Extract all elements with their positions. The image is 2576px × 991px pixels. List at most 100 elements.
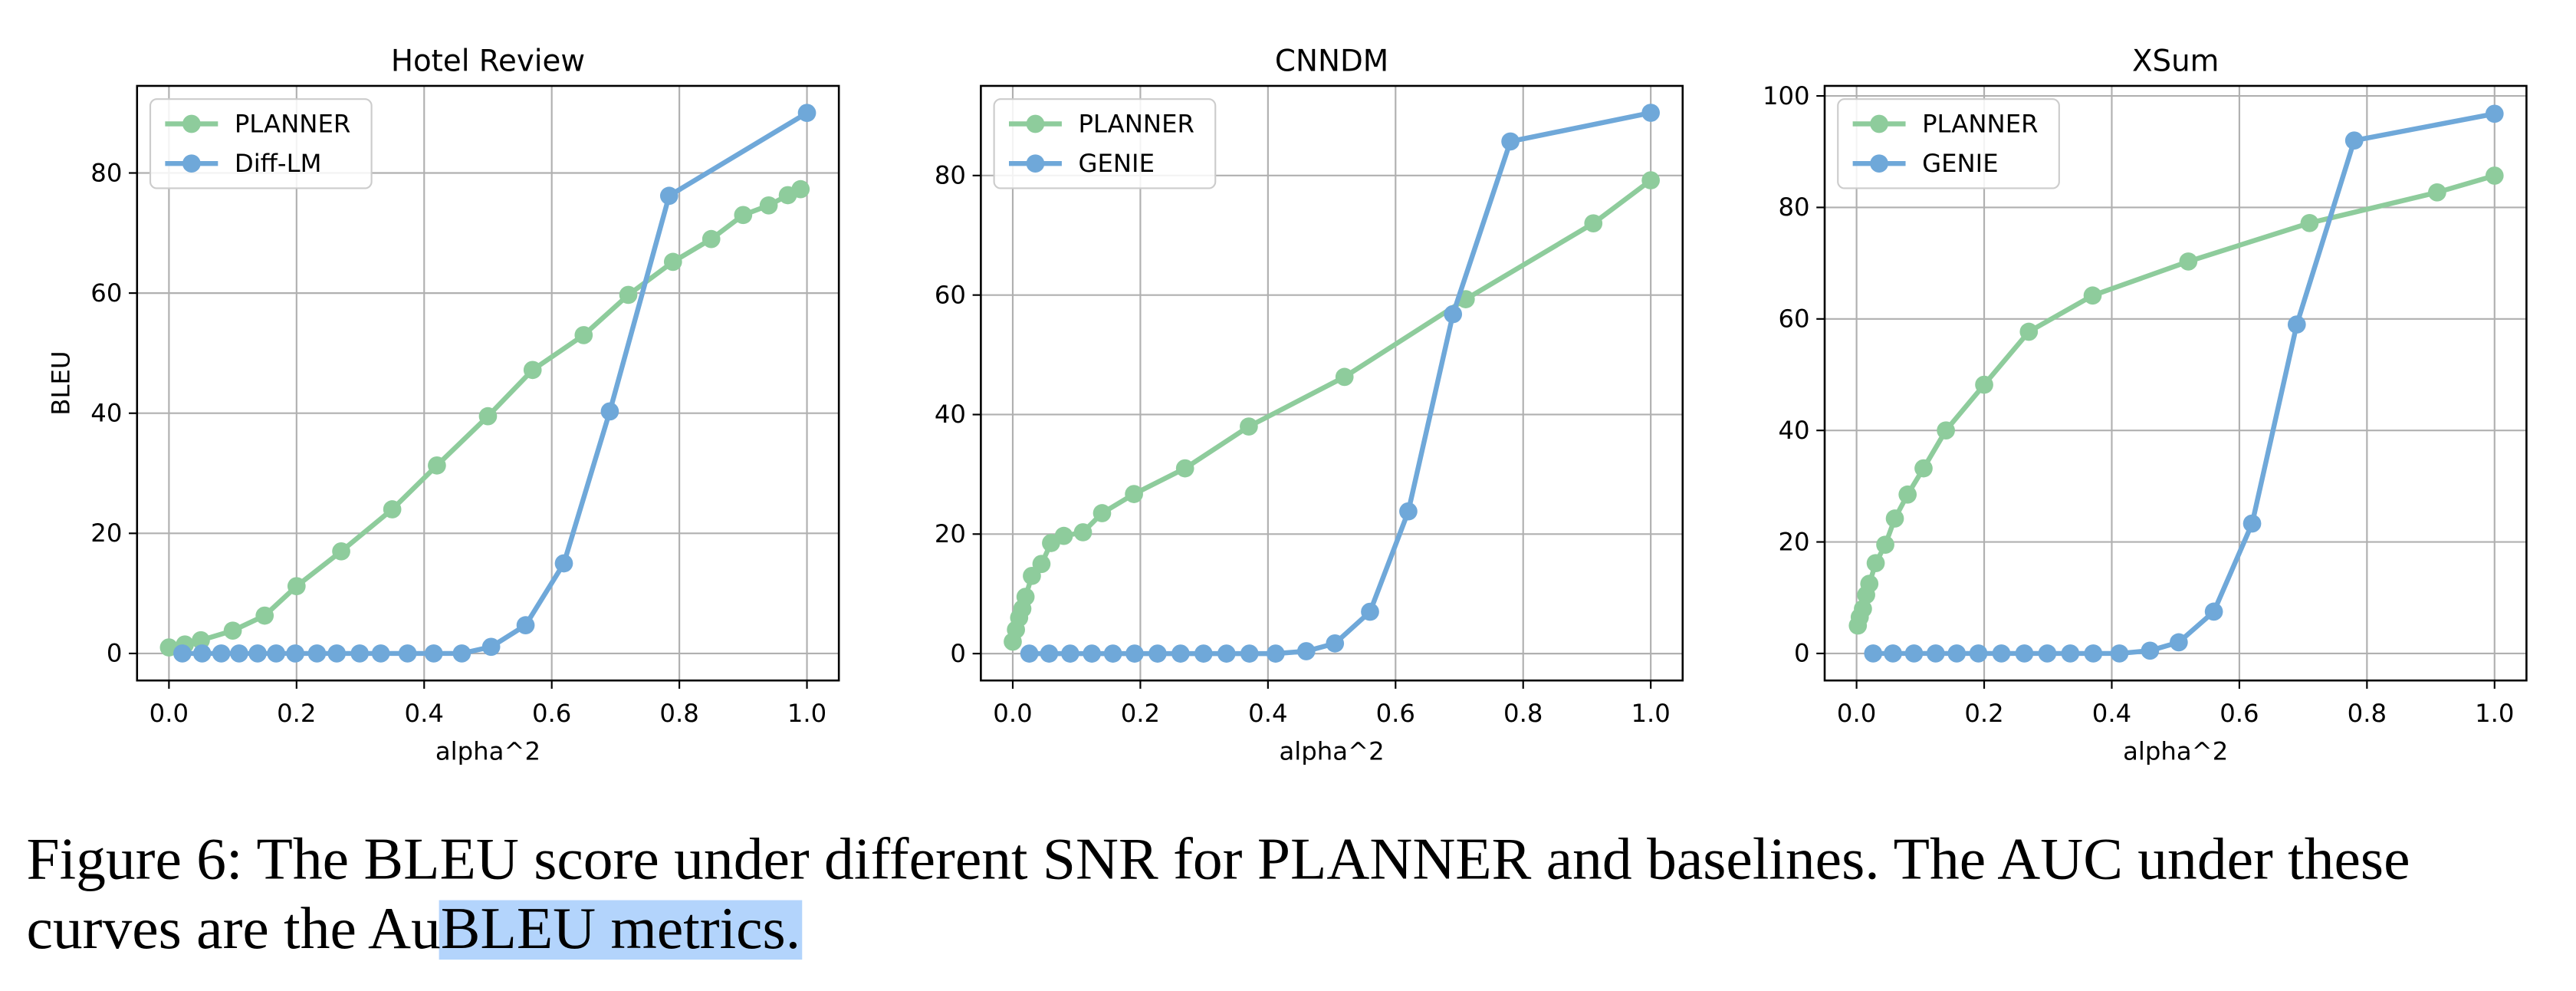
point: [1148, 644, 1167, 663]
legend-label: PLANNER: [235, 109, 351, 138]
point: [1194, 644, 1213, 663]
x-tick-label: 0.0: [1837, 699, 1876, 728]
point: [2344, 131, 2364, 150]
point: [424, 644, 443, 663]
point: [1171, 644, 1190, 663]
x-axis-label: alpha^2: [435, 737, 540, 766]
point: [248, 644, 267, 663]
point: [1240, 644, 1259, 663]
point: [1061, 644, 1079, 663]
caption-highlighted: BLEU metrics.: [441, 895, 800, 961]
point: [2485, 166, 2504, 185]
point: [1040, 644, 1059, 663]
point: [1854, 599, 1872, 618]
point: [350, 644, 370, 663]
point: [2428, 183, 2446, 202]
point: [1641, 104, 1661, 122]
point: [1444, 305, 1463, 324]
legend-label: PLANNER: [1078, 109, 1194, 138]
point: [1083, 644, 1102, 663]
point: [255, 606, 274, 625]
point: [1125, 644, 1144, 663]
point: [1876, 535, 1894, 555]
point: [428, 456, 446, 475]
selection-highlight: [439, 900, 803, 960]
x-tick-label: 1.0: [787, 699, 826, 728]
point: [1054, 526, 1073, 545]
legend-label: GENIE: [1078, 149, 1155, 178]
point: [2061, 644, 2080, 663]
y-tick-label: 40: [90, 398, 122, 427]
y-tick-label: 60: [1779, 305, 1810, 334]
y-tick-label: 0: [1794, 639, 1810, 668]
y-tick-label: 80: [935, 161, 966, 190]
legend-swatch: [182, 114, 201, 133]
point: [1885, 509, 1904, 528]
point: [1361, 602, 1379, 621]
x-tick-label: 0.6: [532, 699, 571, 728]
point: [1103, 644, 1122, 663]
x-tick-label: 0.6: [1376, 699, 1415, 728]
point: [1326, 634, 1345, 653]
point: [1016, 588, 1035, 606]
point: [2287, 315, 2306, 334]
point: [574, 326, 593, 344]
point: [1860, 575, 1879, 593]
point: [1175, 459, 1194, 478]
chart-title: XSum: [2132, 44, 2219, 79]
point: [1898, 485, 1917, 504]
caption-line: Figure 6: The BLEU score under different…: [26, 826, 2410, 892]
x-tick-label: 0.4: [1248, 699, 1287, 728]
point: [2485, 104, 2504, 123]
legend-swatch: [1026, 114, 1045, 133]
point: [1399, 502, 1418, 521]
point: [1975, 375, 1993, 394]
chart-title: CNNDM: [1275, 44, 1388, 79]
point: [2141, 641, 2160, 660]
y-tick-label: 0: [950, 639, 966, 668]
point: [383, 500, 402, 519]
line: [1010, 178, 1653, 643]
x-tick-label: 0.8: [659, 699, 698, 728]
point: [192, 644, 212, 663]
y-tick-label: 100: [1763, 81, 1810, 110]
point: [267, 644, 286, 663]
legend-label: Diff-LM: [235, 149, 322, 178]
point: [1884, 644, 1902, 663]
x-axis-label: alpha^2: [1279, 737, 1384, 766]
y-tick-label: 0: [107, 639, 123, 668]
point: [659, 186, 678, 206]
x-tick-label: 0.4: [2092, 699, 2131, 728]
point: [1296, 642, 1316, 660]
chart: 0.0 0.2 0.4 0.6 0.8 1.0 0 20 40 60 80 CNNDM alpha^2 P…: [935, 44, 1684, 766]
point: [1864, 644, 1883, 663]
chart: 0.0 0.2 0.4 0.6 0.8 1.0 0 20 40 60 80 100 XSum alpha^…: [1763, 44, 2528, 766]
point: [2083, 286, 2102, 305]
point: [2019, 322, 2039, 341]
point: [663, 252, 682, 272]
y-tick-label: 40: [935, 400, 966, 429]
point: [307, 644, 327, 663]
point: [1125, 485, 1143, 503]
point: [286, 644, 304, 663]
point: [600, 402, 619, 421]
y-tick-label: 20: [1779, 527, 1810, 556]
x-tick-label: 0.4: [405, 699, 444, 728]
point: [1032, 555, 1051, 574]
point: [371, 644, 390, 663]
point: [2242, 514, 2262, 533]
point: [1501, 132, 1520, 151]
plot-frame: [1823, 84, 2528, 682]
point: [1937, 421, 1955, 440]
x-tick-label: 0.0: [150, 699, 189, 728]
point: [1335, 367, 1354, 387]
point: [1240, 417, 1258, 436]
x-tick-label: 0.0: [993, 699, 1032, 728]
plot-frame: [136, 84, 840, 682]
y-tick-label: 20: [935, 519, 966, 548]
point: [2110, 644, 2129, 663]
line: [1873, 111, 2496, 657]
y-axis-label: BLEU: [46, 351, 75, 415]
y-tick-label: 60: [90, 278, 122, 308]
